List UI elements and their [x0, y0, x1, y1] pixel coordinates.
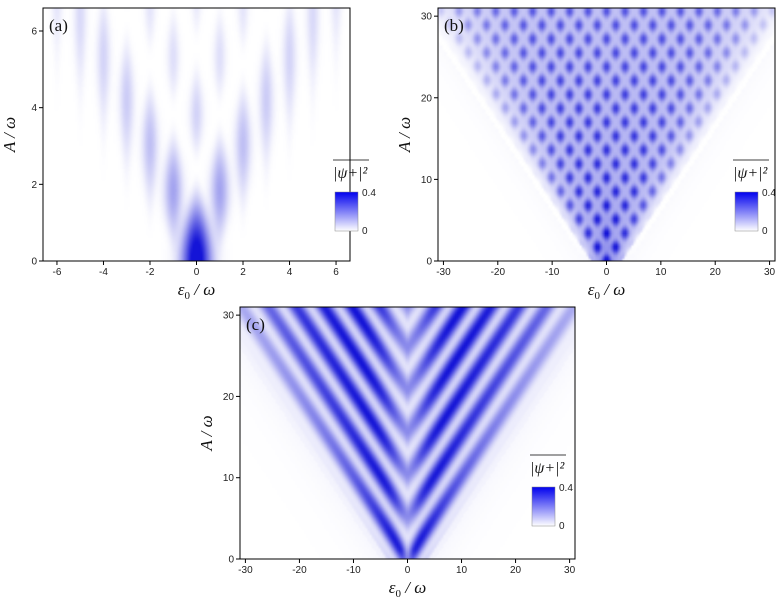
- x-tick-label: -10: [545, 267, 560, 278]
- y-tick-label: 10: [421, 175, 433, 186]
- y-axis-label: A / ω: [197, 415, 216, 451]
- panel-label: (b): [444, 16, 464, 35]
- x-tick-label: -10: [346, 565, 361, 576]
- x-tick-label: 30: [764, 267, 776, 278]
- colorbar-max-label: 0.4: [559, 483, 573, 494]
- x-tick-label: -4: [99, 267, 108, 278]
- x-tick-label: -30: [436, 267, 451, 278]
- y-tick-label: 30: [223, 311, 235, 322]
- colorbar-title: |ψ+|²: [333, 165, 369, 182]
- panel-label: (a): [49, 16, 68, 35]
- x-tick-label: 0: [405, 565, 411, 576]
- y-tick-label: 6: [31, 27, 37, 38]
- x-tick-label: 30: [564, 565, 576, 576]
- colorbar: [734, 191, 759, 232]
- x-tick-label: 10: [456, 565, 468, 576]
- y-tick-label: 0: [426, 257, 432, 268]
- x-tick-label: 0: [604, 267, 610, 278]
- x-tick-label: 2: [240, 267, 246, 278]
- panel-label: (c): [246, 315, 265, 334]
- y-axis-label: A / ω: [395, 117, 414, 153]
- colorbar-title: |ψ+|²: [733, 165, 769, 182]
- x-tick-label: 0: [194, 267, 200, 278]
- heatmap-image: [43, 8, 350, 261]
- x-axis-label: ε0 / ω: [588, 280, 625, 302]
- colorbar-min-label: 0: [362, 226, 368, 237]
- heatmap-image: [240, 307, 575, 559]
- panel-2: -30 -20 -10 0 10 20 30 0 10 20 30 ε0 / ω A / ω (c) 0.4…: [197, 306, 576, 598]
- y-tick-label: 0: [31, 257, 37, 268]
- x-tick-label: 10: [655, 267, 667, 278]
- colorbar-min-label: 0: [559, 521, 565, 532]
- x-tick-label: 20: [710, 267, 722, 278]
- x-tick-label: -2: [146, 267, 155, 278]
- x-tick-label: -20: [491, 267, 506, 278]
- x-tick-label: -30: [238, 565, 253, 576]
- colorbar: [334, 191, 359, 232]
- colorbar-max-label: 0.4: [362, 188, 376, 199]
- x-tick-label: 4: [287, 267, 293, 278]
- y-tick-label: 2: [31, 180, 37, 191]
- y-tick-label: 30: [421, 12, 433, 23]
- colorbar-min-label: 0: [762, 226, 768, 237]
- x-tick-label: -20: [292, 565, 307, 576]
- heatmap-image: [438, 8, 775, 261]
- x-tick-label: 20: [510, 565, 522, 576]
- y-tick-label: 20: [223, 392, 235, 403]
- y-tick-label: 20: [421, 93, 433, 104]
- y-tick-label: 0: [228, 555, 234, 566]
- panel-0: -6 -4 -2 0 2 4 6 0 2 4 6 ε0 / ω A / ω (a) 0.4 0 |ψ+|²: [0, 7, 376, 302]
- x-tick-label: 6: [333, 267, 339, 278]
- colorbar: [531, 486, 556, 527]
- y-axis-label: A / ω: [0, 117, 19, 153]
- x-axis-label: ε0 / ω: [389, 578, 426, 598]
- colorbar-max-label: 0.4: [762, 188, 776, 199]
- y-tick-label: 10: [223, 473, 235, 484]
- x-axis-label: ε0 / ω: [178, 280, 215, 302]
- y-tick-label: 4: [31, 103, 37, 114]
- x-tick-label: -6: [53, 267, 62, 278]
- colorbar-title: |ψ+|²: [530, 460, 566, 477]
- panel-1: -30 -20 -10 0 10 20 30 0 10 20 30 ε0 / ω A / ω (b) 0.4…: [395, 7, 776, 302]
